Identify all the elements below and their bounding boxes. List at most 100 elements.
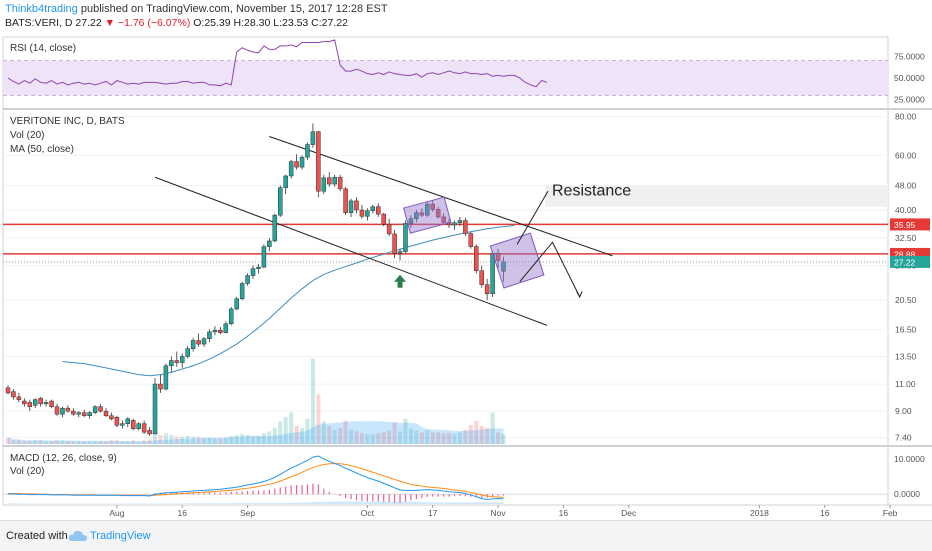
macd-line xyxy=(8,455,504,501)
volume-bar xyxy=(349,429,354,444)
macd-panel: 10.0000 0.0000 MACD (12, 26, close, 9) Vol … xyxy=(3,453,925,504)
candle xyxy=(288,159,294,179)
time-tick-label: Nov xyxy=(490,508,506,518)
volume-bar xyxy=(354,431,359,444)
author-link[interactable]: Thinkb4trading xyxy=(5,3,78,15)
candle xyxy=(425,201,430,217)
volume-bar xyxy=(452,434,457,444)
candle-body xyxy=(54,406,60,415)
volume-bar xyxy=(71,441,76,444)
volume-bar xyxy=(392,422,397,444)
candle-body xyxy=(163,365,169,390)
buy-arrow-icon xyxy=(394,274,407,288)
volume-bar xyxy=(381,432,386,444)
annotation-pointer-line xyxy=(516,190,549,245)
trading-chart[interactable]: 75.0000 50.0000 25.0000 RSI (14, close) 80.0… xyxy=(0,0,932,520)
volume-bar xyxy=(142,440,147,444)
candle xyxy=(484,278,490,301)
volume-bar xyxy=(16,440,21,444)
flag-annotation-box xyxy=(403,196,452,234)
candle-body xyxy=(408,218,414,224)
candle xyxy=(479,265,484,288)
candle-body xyxy=(38,398,43,405)
price-change: ▼ −1.76 (−6.07%) xyxy=(104,17,191,29)
volume-bar xyxy=(256,435,261,444)
candle xyxy=(463,217,468,236)
footer-bar: Created with TradingView xyxy=(0,520,932,551)
candle xyxy=(114,415,120,427)
publish-info: published on TradingView.com, November 1… xyxy=(77,3,388,15)
time-tick-label: 16 xyxy=(559,508,569,518)
volume-bar xyxy=(398,431,403,444)
projection-line xyxy=(519,241,581,298)
projection-arrowhead xyxy=(576,291,583,298)
volume-bar xyxy=(76,441,81,444)
volume-bar xyxy=(441,433,446,444)
candle-body xyxy=(65,407,71,412)
candle xyxy=(370,205,376,214)
candle-body xyxy=(32,399,38,406)
candle-body xyxy=(501,261,506,272)
volume-bar xyxy=(174,436,179,444)
price-panel: 80.0060.0048.0040.0032.5026.5020.5016.50… xyxy=(3,112,930,444)
volume-bar xyxy=(196,436,201,444)
candle xyxy=(38,396,43,407)
volume-bar xyxy=(261,433,266,444)
volume-bar xyxy=(251,435,256,444)
volume-bar xyxy=(419,432,424,444)
candle-body xyxy=(474,246,479,271)
volume-bar xyxy=(185,435,190,444)
channel-lower-line xyxy=(154,176,548,326)
pennant-annotation-box xyxy=(489,232,545,289)
tradingview-brand-link[interactable]: TradingView xyxy=(90,530,151,542)
candle xyxy=(98,403,103,413)
volume-bar xyxy=(49,441,54,444)
macd-tick-label: 0.0000 xyxy=(894,489,920,499)
volume-bar xyxy=(229,435,234,444)
candle-body xyxy=(120,423,125,426)
volume-bar xyxy=(327,426,332,444)
candle xyxy=(359,205,365,219)
candle-body xyxy=(294,161,299,168)
volume-bar xyxy=(490,412,495,444)
volume-bar xyxy=(87,441,92,444)
candle xyxy=(250,265,256,279)
candle xyxy=(495,248,501,269)
volume-bar xyxy=(485,427,490,444)
candle xyxy=(441,213,446,225)
candle xyxy=(414,210,419,223)
volume-bar xyxy=(207,437,212,444)
volume-ma-area xyxy=(8,421,504,444)
price-tick-label: 32.50 xyxy=(895,233,917,243)
candle-body xyxy=(158,383,163,390)
publish-header: Thinkb4trading published on TradingView.… xyxy=(5,3,388,16)
candle-body xyxy=(190,340,196,349)
volume-bar xyxy=(387,430,392,444)
volume-bar xyxy=(294,426,299,444)
candle-body xyxy=(81,412,87,416)
candle xyxy=(147,426,152,436)
candle xyxy=(54,403,60,416)
candle xyxy=(49,399,54,409)
candle-body xyxy=(228,308,234,325)
volume-bar xyxy=(479,426,484,444)
candle-body xyxy=(71,410,76,415)
candle xyxy=(228,306,234,326)
candle xyxy=(174,351,180,367)
signal-line xyxy=(8,462,504,498)
candle-body xyxy=(305,144,310,158)
volume-bar xyxy=(343,420,348,444)
ma-legend: MA (50, close) xyxy=(10,144,74,155)
volume-bar xyxy=(370,434,375,444)
candle-body xyxy=(152,383,158,435)
candle-body xyxy=(337,177,343,190)
candle-body xyxy=(250,268,256,276)
candle-body xyxy=(256,266,261,269)
candle xyxy=(125,417,131,427)
volume-bar xyxy=(223,437,228,444)
price-axis-tag xyxy=(890,218,930,231)
candle-body xyxy=(261,246,267,268)
candle-body xyxy=(60,407,65,415)
volume-bar xyxy=(27,441,32,444)
candle xyxy=(27,399,33,412)
